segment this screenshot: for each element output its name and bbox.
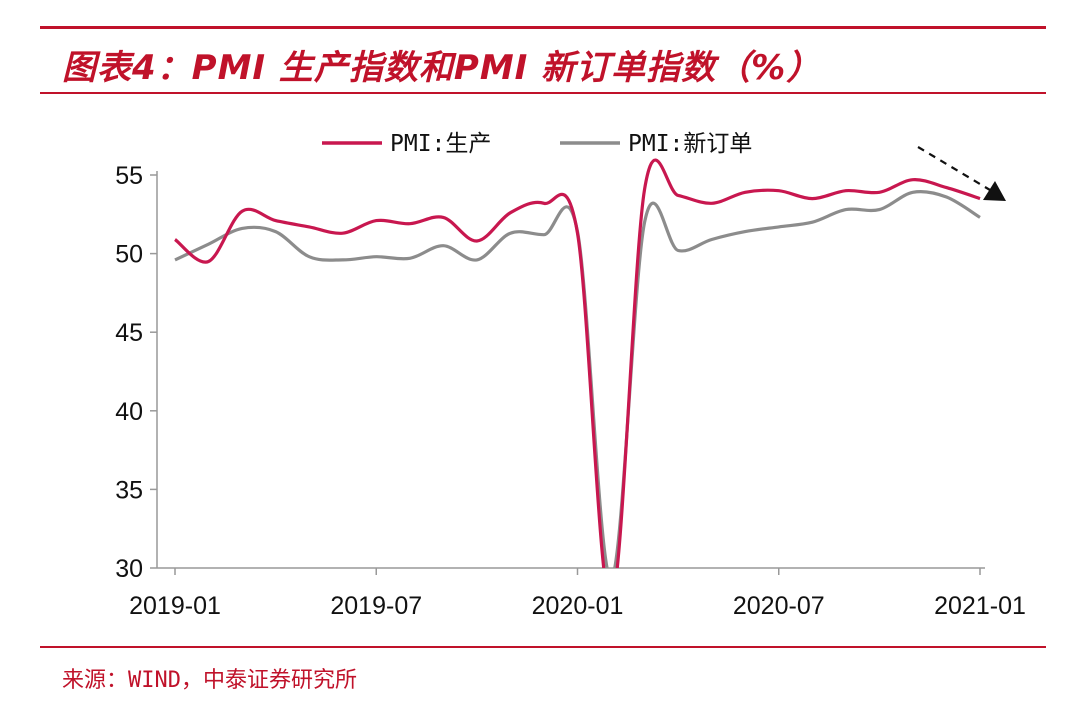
y-tick-label: 35 [115,476,143,504]
trend-arrow-dashed-line [917,146,991,191]
series-layer [173,158,981,568]
chart-title: 图表4：PMI 生产指数和PMI 新订单指数（%） [62,48,822,88]
axes: 55 50 45 40 35 30 2019-01 2019-07 2020-01 2020-07… [115,162,1026,620]
x-tick-label: 2020-07 [733,592,825,620]
legend-item-production-label: PMI:生产 [390,131,491,157]
title-bottom-rule [40,92,1046,94]
y-tick-label: 50 [115,241,143,269]
x-tick-label: 2019-07 [330,592,422,620]
y-tick-label: 30 [115,555,143,583]
series-line-neworders [174,189,981,568]
legend: PMI:生产 PMI:新订单 [322,131,752,157]
source-note: 来源：WIND，中泰证券研究所 [62,668,357,693]
x-tick-label: 2020-01 [532,592,624,620]
x-tick-label: 2021-01 [934,592,1026,620]
source-top-rule [40,646,1046,648]
trend-arrow-annotation [917,146,1006,201]
legend-item-neworders-label: PMI:新订单 [628,131,752,157]
title-top-rule [40,26,1046,29]
y-tick-label: 55 [115,162,143,190]
y-tick-label: 40 [115,398,143,426]
x-tick-label: 2019-01 [129,592,221,620]
y-tick-label: 45 [115,319,143,347]
series-line-production [173,158,981,568]
trend-arrow-head [983,181,1006,201]
